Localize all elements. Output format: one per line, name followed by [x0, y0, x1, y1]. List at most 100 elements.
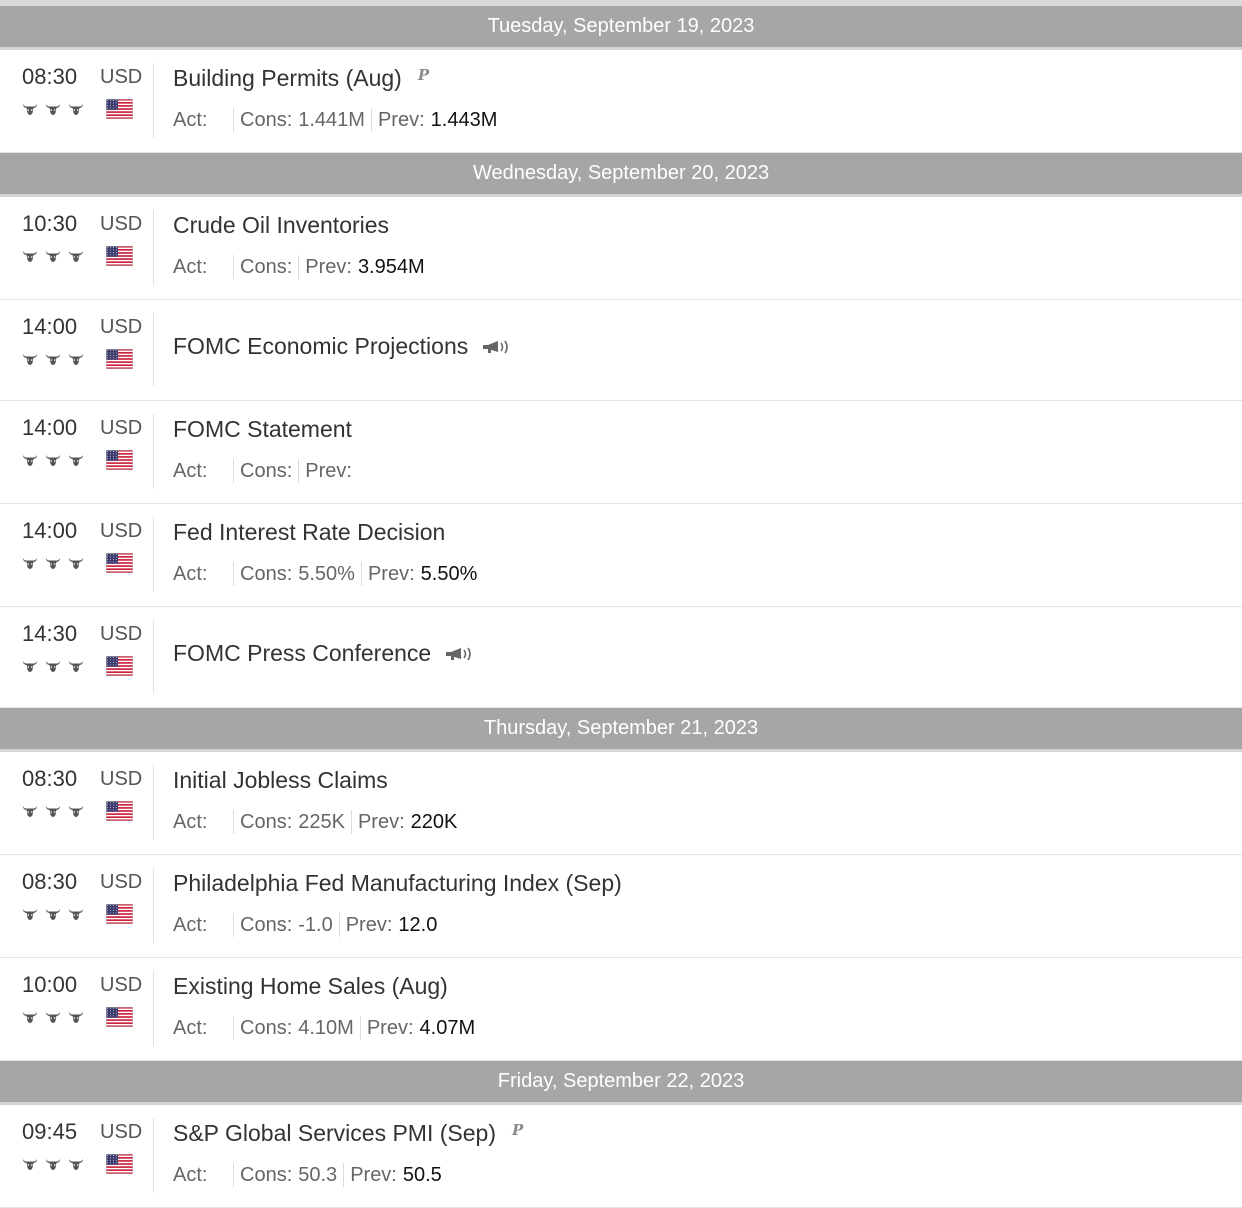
previous-label: Prev:	[366, 1016, 414, 1039]
consensus-value: 225K	[298, 810, 345, 833]
previous-value: 3.954M	[357, 255, 425, 278]
impact-rating	[22, 805, 84, 819]
previous-cell: Prev: 3.954M	[305, 256, 424, 279]
previous-value: 220K	[410, 810, 458, 833]
bull-icon	[69, 1159, 83, 1170]
event-row[interactable]: 10:30 USD Crude Oil Inventories Act: Cons: Pr…	[0, 197, 1242, 300]
bull-icon	[23, 1012, 37, 1023]
event-row[interactable]: 14:30 USD FOMC Press Conference	[0, 607, 1242, 708]
event-time: 14:00	[22, 415, 78, 440]
bull-icon	[46, 1012, 60, 1023]
event-row[interactable]: 08:30 USD Philadelphia Fed Manufacturing I…	[0, 855, 1242, 958]
bull-icon	[46, 909, 60, 920]
event-time: 08:30	[22, 64, 78, 89]
actual-label: Act:	[173, 562, 208, 585]
consensus-label: Cons:	[240, 1163, 293, 1186]
event-time: 09:45	[22, 1119, 78, 1144]
consensus-label: Cons:	[240, 255, 293, 278]
top-divider	[0, 0, 1242, 6]
event-title[interactable]: Existing Home Sales (Aug)	[173, 973, 448, 1000]
value-divider	[233, 810, 234, 834]
value-divider	[370, 108, 372, 132]
previous-label: Prev:	[350, 1163, 397, 1186]
event-title[interactable]: Initial Jobless Claims	[173, 767, 388, 794]
value-divider	[359, 1016, 361, 1040]
previous-label: Prev:	[377, 108, 425, 131]
column-divider	[153, 620, 154, 693]
event-row[interactable]: 09:45 USD S&P Global Services PMI (Sep) P Ac…	[0, 1105, 1242, 1208]
event-time: 14:30	[22, 621, 78, 646]
column-divider	[153, 63, 154, 138]
day-header: Friday, September 22, 2023	[0, 1061, 1242, 1105]
event-title[interactable]: FOMC Press Conference	[173, 640, 475, 667]
preliminary-icon: P	[417, 65, 430, 84]
event-values: Act: Cons: 225K Prev: 220K	[173, 810, 457, 834]
event-title[interactable]: Crude Oil Inventories	[173, 212, 389, 239]
bull-icon	[69, 1012, 83, 1023]
megaphone-icon	[483, 340, 509, 353]
actual-cell: Act:	[173, 460, 227, 483]
us-flag-icon	[106, 349, 133, 369]
consensus-value: 50.3	[298, 1163, 338, 1186]
bull-icon	[23, 251, 37, 262]
column-divider	[153, 765, 154, 840]
consensus-value: -1.0	[298, 913, 333, 936]
day-header: Tuesday, September 19, 2023	[0, 6, 1242, 50]
event-currency: USD	[100, 623, 143, 645]
previous-cell: Prev: 12.0	[346, 914, 438, 937]
event-title-text: S&P Global Services PMI (Sep)	[173, 1120, 496, 1146]
value-divider	[233, 255, 234, 279]
impact-rating	[22, 103, 84, 117]
event-title-text: Existing Home Sales (Aug)	[173, 973, 448, 999]
previous-cell: Prev: 1.443M	[378, 109, 497, 132]
value-divider	[360, 562, 362, 586]
event-title[interactable]: FOMC Statement	[173, 416, 352, 443]
column-divider	[153, 210, 154, 285]
bull-icon	[23, 661, 37, 672]
column-divider	[153, 868, 154, 943]
consensus-cell: Cons: 225K	[240, 811, 345, 834]
consensus-cell: Cons: -1.0	[240, 914, 333, 937]
event-title[interactable]: Building Permits (Aug) P	[173, 65, 429, 92]
impact-rating	[22, 557, 84, 571]
event-row[interactable]: 10:00 USD Existing Home Sales (Aug) Act: Con…	[0, 958, 1242, 1061]
event-title[interactable]: FOMC Economic Projections	[173, 333, 512, 360]
column-divider	[153, 517, 154, 592]
us-flag-icon	[106, 904, 133, 924]
bull-icon	[46, 806, 60, 817]
bull-icon	[46, 558, 60, 569]
previous-label: Prev:	[357, 810, 405, 833]
event-time: 08:30	[22, 869, 78, 894]
consensus-cell: Cons:	[240, 256, 292, 279]
value-divider	[233, 562, 234, 586]
event-title[interactable]: Fed Interest Rate Decision	[173, 519, 445, 546]
event-currency: USD	[100, 417, 143, 439]
value-divider	[343, 1163, 345, 1187]
value-divider	[233, 108, 234, 132]
event-row[interactable]: 14:00 USD FOMC Economic Projections	[0, 300, 1242, 401]
event-time: 08:30	[22, 766, 78, 791]
day-header: Wednesday, September 20, 2023	[0, 153, 1242, 197]
event-values: Act: Cons: Prev: 3.954M	[173, 255, 425, 279]
previous-label: Prev:	[345, 913, 393, 936]
consensus-label: Cons:	[240, 810, 293, 833]
bull-icon	[46, 354, 60, 365]
event-title-text: FOMC Press Conference	[173, 640, 432, 666]
bull-icon	[69, 558, 83, 569]
event-title-text: Crude Oil Inventories	[173, 212, 390, 238]
event-row[interactable]: 14:00 USD Fed Interest Rate Decision Act: Co…	[0, 504, 1242, 607]
event-row[interactable]: 08:30 USD Building Permits (Aug) P Act: Cons:…	[0, 50, 1242, 153]
bull-icon	[23, 806, 37, 817]
event-title[interactable]: S&P Global Services PMI (Sep) P	[173, 1120, 523, 1147]
event-title[interactable]: Philadelphia Fed Manufacturing Index (Se…	[173, 870, 622, 897]
event-row[interactable]: 08:30 USD Initial Jobless Claims Act: Cons: 2…	[0, 752, 1242, 855]
consensus-cell: Cons: 50.3	[240, 1164, 337, 1187]
actual-label: Act:	[173, 810, 208, 833]
bull-icon	[69, 354, 83, 365]
event-values: Act: Cons: -1.0 Prev: 12.0	[173, 913, 437, 937]
event-time: 10:00	[22, 972, 78, 997]
event-currency: USD	[100, 974, 143, 996]
value-divider	[298, 255, 300, 279]
event-row[interactable]: 14:00 USD FOMC Statement Act: Cons: Prev:	[0, 401, 1242, 504]
